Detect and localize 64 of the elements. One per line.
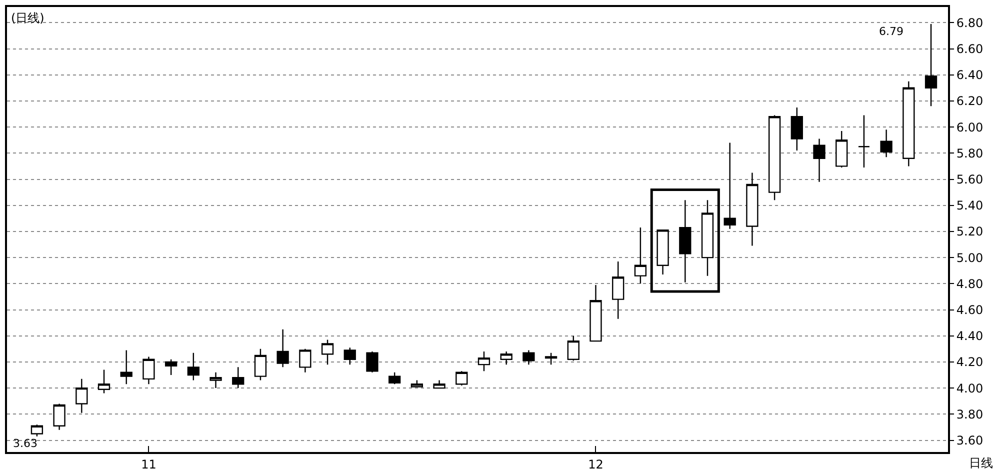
candlestick: [120, 350, 132, 385]
candlestick: [366, 350, 378, 373]
y-tick-label: 6.40: [956, 68, 984, 82]
chart-title: (日线): [11, 11, 44, 25]
candlestick: [590, 284, 602, 342]
candlestick: [321, 339, 334, 366]
candlestick: [98, 369, 110, 394]
candlestick: [612, 260, 624, 320]
candlestick: [790, 106, 803, 152]
y-tick-label: 4.00: [956, 381, 984, 396]
y-tick-label: 5.80: [956, 146, 984, 160]
candlestick: [634, 226, 647, 284]
candlestick: [836, 130, 848, 168]
text: 日线: [969, 456, 993, 470]
annotation: 3.63: [13, 437, 38, 450]
candlestick: [232, 366, 244, 389]
y-tick-label: 4.80: [956, 276, 984, 291]
candlestick: [410, 380, 423, 388]
candlestick: [656, 230, 669, 276]
candlestick: [544, 352, 558, 366]
candlestick: [880, 129, 892, 158]
candlestick: [679, 200, 692, 283]
y-tick-label: 3.60: [956, 433, 984, 448]
candlestick: [567, 335, 580, 362]
y-tick-label: 5.40: [956, 198, 984, 213]
candlestick: [500, 350, 512, 366]
candlestick: [388, 372, 401, 385]
y-tick-label: 6.80: [956, 16, 984, 30]
candlestick: [433, 380, 446, 389]
candlestick: [254, 348, 267, 381]
candlestick: [456, 370, 468, 386]
y-tick-label: 4.40: [956, 329, 984, 344]
y-tick-label: 4.20: [956, 355, 984, 370]
candlestick: [768, 114, 781, 201]
candlestick: [858, 114, 870, 168]
x-tick-label: 11: [141, 457, 156, 472]
y-tick-label: 6.60: [956, 42, 984, 56]
annotation: 6.79: [879, 25, 904, 38]
candlestick: [53, 403, 66, 430]
candlestick: [344, 347, 356, 366]
candlestick: [522, 350, 535, 366]
y-tick-label: 5.20: [956, 224, 984, 239]
y-tick-label: 6.20: [956, 94, 984, 108]
candlestick: [210, 372, 222, 389]
candlestick: [924, 23, 938, 107]
y-tick-label: 5.60: [956, 172, 984, 186]
candlestick: [746, 172, 758, 246]
candlestick: [902, 80, 915, 167]
y-tick-label: 4.60: [956, 302, 984, 317]
y-tick-label: 6.00: [956, 120, 984, 134]
candlestick: [164, 358, 178, 376]
candlestick: [187, 352, 200, 381]
candlestick: [478, 350, 490, 372]
y-tick-label: 5.00: [956, 250, 984, 265]
candlestick: [76, 378, 88, 414]
candlestick: [142, 356, 155, 385]
candlestick: [30, 424, 44, 437]
y-tick-label: 3.80: [956, 407, 984, 422]
x-tick-label: 12: [588, 457, 604, 472]
candlestick: [701, 200, 714, 276]
candlestick: [276, 328, 289, 368]
candlestick: [299, 348, 312, 373]
candlestick: [724, 142, 736, 230]
candlestick: [813, 138, 826, 182]
